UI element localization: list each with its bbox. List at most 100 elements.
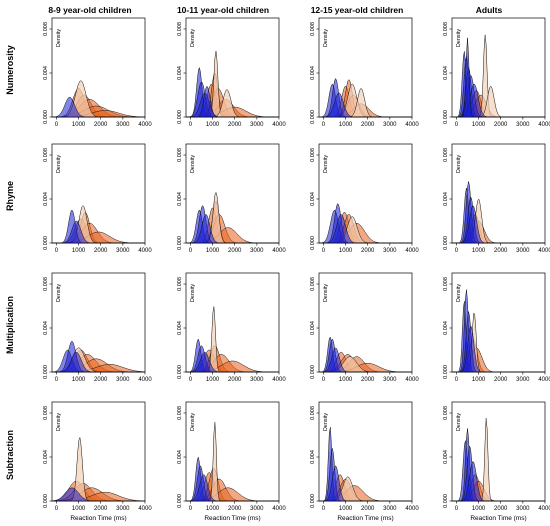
x-tick-label: 4000 <box>138 122 152 128</box>
x-tick-label: 2000 <box>94 248 108 254</box>
x-tick-label: 2000 <box>494 506 508 512</box>
y-tick-label: 0.008 <box>310 22 316 36</box>
y-tick-label: 0.000 <box>43 494 49 508</box>
y-tick-label: 0.004 <box>43 66 49 80</box>
panel-frame <box>51 401 146 502</box>
column-title-age-8-9: 8-9 year-old children <box>48 5 131 15</box>
x-tick-label: 0 <box>189 248 193 254</box>
y-tick-label: 0.000 <box>443 494 449 508</box>
density-curve-fast <box>452 325 545 373</box>
panel-subtraction-1: 0.000 0.004 0.008 0 1000 2000 3000 4000 Density R… <box>43 401 152 522</box>
y-tick-label: 0.004 <box>43 321 49 335</box>
panel-rhyme-1: 0.000 0.004 0.008 0 1000 2000 3000 4000 Density <box>43 143 152 254</box>
x-tick-label: 1000 <box>339 377 353 383</box>
row-title-rhyme: Rhyme <box>5 181 15 211</box>
row-title-subtraction: Subtraction <box>5 430 15 480</box>
x-tick-label: 0 <box>322 122 326 128</box>
panel-grid: 0.000 0.004 0.008 0 1000 2000 3000 4000 Density 0… <box>43 17 550 522</box>
x-tick-label: 0 <box>55 248 59 254</box>
x-tick-label: 1000 <box>472 122 486 128</box>
x-tick-label: 3000 <box>383 506 397 512</box>
y-tick-label: 0.008 <box>310 277 316 291</box>
y-tick-label: 0.008 <box>443 22 449 36</box>
y-tick-label: 0.004 <box>177 66 183 80</box>
y-tick-label: 0.004 <box>310 192 316 206</box>
density-curve-fast <box>319 214 412 244</box>
y-axis-label: Density <box>323 155 329 174</box>
x-tick-label: 3000 <box>250 248 264 254</box>
x-tick-label: 0 <box>55 122 59 128</box>
x-tick-label: 1000 <box>72 377 86 383</box>
y-tick-label: 0.004 <box>310 450 316 464</box>
y-tick-label: 0.000 <box>310 110 316 124</box>
panel-numerosity-2: 0.000 0.004 0.008 0 1000 2000 3000 4000 Density <box>177 17 286 128</box>
panel-subtraction-4: 0.000 0.004 0.008 0 1000 2000 3000 4000 Density R… <box>443 401 550 522</box>
x-tick-label: 0 <box>189 122 193 128</box>
density-curve-fast <box>452 461 545 502</box>
panel-rhyme-2: 0.000 0.004 0.008 0 1000 2000 3000 4000 Density <box>177 143 286 254</box>
x-tick-label: 0 <box>455 122 459 128</box>
x-axis-label: Reaction Time (ms) <box>470 515 526 522</box>
x-tick-label: 2000 <box>228 377 242 383</box>
panel-multiplication-2: 0.000 0.004 0.008 0 1000 2000 3000 4000 Density <box>177 272 286 383</box>
x-tick-label: 1000 <box>339 506 353 512</box>
x-tick-label: 2000 <box>228 122 242 128</box>
x-tick-label: 3000 <box>516 377 530 383</box>
density-curve-fast <box>186 214 279 244</box>
x-axis-label: Reaction Time (ms) <box>204 515 260 522</box>
y-tick-label: 0.008 <box>310 148 316 162</box>
y-tick-label: 0.008 <box>177 22 183 36</box>
density-curve-fast <box>51 96 145 118</box>
x-tick-label: 3000 <box>250 506 264 512</box>
column-title-adults: Adults <box>476 5 503 15</box>
y-tick-label: 0.004 <box>177 321 183 335</box>
x-tick-label: 4000 <box>405 506 419 512</box>
x-tick-label: 3000 <box>250 122 264 128</box>
x-tick-label: 3000 <box>516 506 530 512</box>
panel-frame <box>51 143 146 244</box>
y-axis-label: Density <box>190 29 196 48</box>
density-curve-fast <box>319 465 412 502</box>
x-tick-label: 3000 <box>116 122 130 128</box>
y-tick-label: 0.008 <box>443 277 449 291</box>
x-tick-label: 2000 <box>94 506 108 512</box>
panel-multiplication-1: 0.000 0.004 0.008 0 1000 2000 3000 4000 Density <box>43 272 152 383</box>
y-tick-label: 0.004 <box>43 450 49 464</box>
y-tick-label: 0.004 <box>43 192 49 206</box>
panel-multiplication-4: 0.000 0.004 0.008 0 1000 2000 3000 4000 Density <box>443 272 550 383</box>
x-tick-label: 1000 <box>472 506 486 512</box>
density-curve-fast <box>51 487 145 502</box>
x-tick-label: 4000 <box>405 248 419 254</box>
density-curve-fast <box>452 37 545 118</box>
x-tick-label: 2000 <box>94 377 108 383</box>
x-tick-label: 0 <box>455 248 459 254</box>
y-tick-label: 0.000 <box>43 110 49 124</box>
y-tick-label: 0.004 <box>443 192 449 206</box>
y-axis-label: Density <box>56 284 62 303</box>
x-tick-label: 0 <box>189 377 193 383</box>
x-tick-label: 0 <box>55 506 59 512</box>
x-tick-label: 2000 <box>361 122 375 128</box>
x-tick-label: 4000 <box>538 122 550 128</box>
y-tick-label: 0.000 <box>177 236 183 250</box>
x-tick-label: 3000 <box>116 377 130 383</box>
y-tick-label: 0.000 <box>177 365 183 379</box>
x-tick-label: 2000 <box>494 377 508 383</box>
x-tick-label: 4000 <box>538 506 550 512</box>
x-tick-label: 1000 <box>72 248 86 254</box>
x-tick-label: 0 <box>455 506 459 512</box>
y-tick-label: 0.000 <box>43 365 49 379</box>
x-tick-label: 3000 <box>383 122 397 128</box>
x-tick-label: 4000 <box>405 122 419 128</box>
x-tick-label: 4000 <box>538 248 550 254</box>
density-curve-fast <box>186 351 279 373</box>
y-axis-label: Density <box>190 155 196 174</box>
density-curve-fast <box>186 474 279 502</box>
y-tick-label: 0.008 <box>443 406 449 420</box>
x-tick-label: 4000 <box>138 506 152 512</box>
y-axis-label: Density <box>323 29 329 48</box>
x-tick-label: 3000 <box>516 122 530 128</box>
y-axis-label: Density <box>56 155 62 174</box>
y-tick-label: 0.004 <box>443 321 449 335</box>
